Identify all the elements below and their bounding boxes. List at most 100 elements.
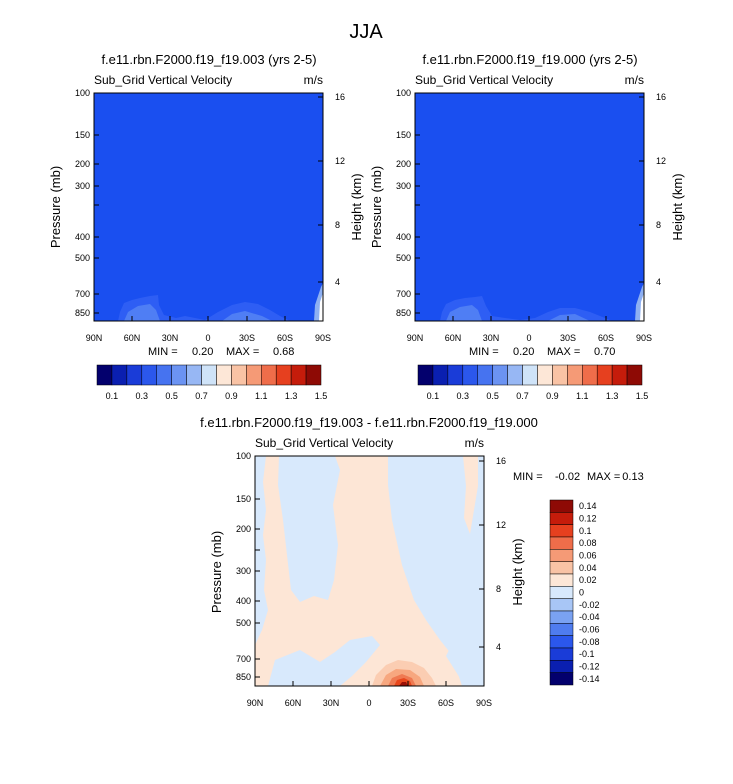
- colorbar-swatch: [261, 364, 277, 386]
- y-tick-label: 500: [75, 253, 90, 263]
- contour-region: [319, 293, 323, 321]
- y-axis-ticks: [94, 92, 99, 314]
- colorbar-swatch: [549, 635, 574, 649]
- height-axis-label: Height (km): [510, 538, 525, 605]
- contour-region-negative: [268, 636, 380, 686]
- y-tick-label: 850: [236, 672, 251, 682]
- y-tick-label: 300: [236, 566, 251, 576]
- colorbar-label: 0.9: [225, 391, 238, 401]
- variable-label: Sub_Grid Vertical Velocity: [255, 436, 393, 450]
- x-tick-label: 60N: [285, 698, 302, 708]
- colorbar-label: 0.1: [106, 391, 119, 401]
- colorbar-label: -0.12: [579, 662, 600, 672]
- height-tick-label: 8: [496, 584, 501, 594]
- x-tick-label: 60S: [277, 333, 293, 343]
- colorbar-label: 1.1: [255, 391, 268, 401]
- contour-region-positive: [463, 456, 478, 534]
- colorbar-swatch: [462, 364, 478, 386]
- y-tick-label: 300: [75, 181, 90, 191]
- x-tick-label: 60N: [445, 333, 462, 343]
- colorbar-label: 0.04: [579, 563, 597, 573]
- y-tick-label: 850: [75, 308, 90, 318]
- colorbar-label: 1.5: [636, 391, 649, 401]
- x-tick-label: 30N: [483, 333, 500, 343]
- x-tick-label: 90S: [315, 333, 331, 343]
- colorbar-swatch: [549, 660, 574, 673]
- min-value: 0.20: [513, 346, 534, 358]
- max-value: 0.68: [273, 346, 294, 358]
- height-tick-label: 16: [335, 92, 345, 102]
- colorbar-swatch: [549, 598, 574, 612]
- y-tick-label: 400: [75, 232, 90, 242]
- colorbar-swatch: [549, 561, 574, 575]
- colorbar-swatch: [447, 364, 464, 386]
- height-tick-label: 4: [335, 277, 340, 287]
- y-axis-ticks: [415, 92, 420, 314]
- colorbar-label: 0: [579, 588, 584, 598]
- x-axis-ticks: [414, 316, 645, 321]
- x-tick-label: 0: [366, 698, 371, 708]
- colorbar-swatch: [567, 364, 583, 386]
- x-tick-label: 30N: [162, 333, 179, 343]
- colorbar-swatch: [552, 364, 568, 386]
- colorbar-swatch: [537, 364, 553, 386]
- x-tick-label: 0: [205, 333, 210, 343]
- variable-label: Sub_Grid Vertical Velocity: [94, 73, 232, 87]
- height-axis-label: Height (km): [349, 173, 364, 240]
- height-axis-ticks: [639, 96, 644, 283]
- plot-background: [94, 93, 323, 321]
- colorbar-label: 0.02: [579, 575, 597, 585]
- y-tick-label: 150: [396, 130, 411, 140]
- height-tick-label: 12: [335, 156, 345, 166]
- y-tick-label: 300: [396, 181, 411, 191]
- y-tick-label: 100: [236, 451, 251, 461]
- colorbar-swatch: [96, 364, 113, 386]
- y-axis-label: Pressure (mb): [209, 531, 224, 613]
- min-value: 0.20: [192, 346, 213, 358]
- colorbar-swatch: [507, 364, 523, 386]
- colorbar-swatch: [522, 364, 538, 386]
- units-label: m/s: [465, 436, 484, 450]
- colorbar-label: 0.1: [427, 391, 440, 401]
- colorbar-swatch: [549, 536, 574, 550]
- colorbar-label: 0.7: [195, 391, 208, 401]
- min-label: MIN =: [513, 471, 543, 483]
- colorbar-label: 0.5: [165, 391, 178, 401]
- y-tick-label: 400: [236, 596, 251, 606]
- colorbar-swatch: [186, 364, 202, 386]
- colorbar-label: 0.7: [516, 391, 529, 401]
- colorbar-swatch: [549, 549, 574, 562]
- y-tick-label: 400: [396, 232, 411, 242]
- colorbar-swatch: [171, 364, 187, 386]
- colorbar-label: 1.3: [606, 391, 619, 401]
- colorbar-label: 0.9: [546, 391, 559, 401]
- colorbar-swatch: [305, 364, 322, 386]
- x-tick-label: 90N: [407, 333, 424, 343]
- colorbar-label: -0.08: [579, 637, 600, 647]
- colorbar-swatch: [432, 364, 449, 386]
- min-value: -0.02: [555, 471, 580, 483]
- colorbar-label: 1.5: [315, 391, 328, 401]
- colorbar-swatch: [549, 623, 574, 636]
- panel-title: f.e11.rbn.F2000.f19_f19.003 (yrs 2-5): [101, 52, 316, 67]
- colorbar-difference: 0.14 0.12 0.1 0.08 0.06 0.04 0.02 0 -0.02 -0.04 -0…: [549, 499, 600, 686]
- x-tick-label: 90N: [247, 698, 264, 708]
- x-tick-label: 90S: [636, 333, 652, 343]
- y-tick-label: 500: [396, 253, 411, 263]
- min-label: MIN =: [148, 346, 178, 358]
- contour-region-negative: [446, 586, 484, 686]
- panel-title: f.e11.rbn.F2000.f19_f19.003 - f.e11.rbn.…: [200, 415, 538, 430]
- x-tick-label: 30S: [560, 333, 576, 343]
- max-label: MAX =: [547, 346, 580, 358]
- x-tick-label: 30N: [323, 698, 340, 708]
- x-tick-label: 60S: [598, 333, 614, 343]
- colorbar-swatch: [549, 586, 574, 599]
- colorbar-label: 1.1: [576, 391, 589, 401]
- y-tick-label: 150: [75, 130, 90, 140]
- height-axis-ticks: [318, 96, 323, 283]
- colorbar-swatch: [477, 364, 493, 386]
- colorbar-label: 0.08: [579, 538, 597, 548]
- colorbar-swatch: [549, 672, 574, 686]
- colorbar-label: 1.3: [285, 391, 298, 401]
